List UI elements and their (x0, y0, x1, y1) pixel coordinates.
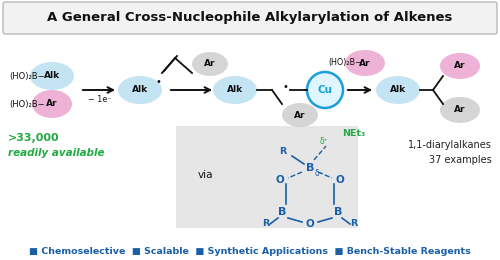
Text: O: O (276, 175, 284, 185)
Text: B: B (306, 163, 314, 173)
Ellipse shape (192, 52, 228, 76)
Ellipse shape (376, 76, 420, 104)
Ellipse shape (440, 53, 480, 79)
Text: (HO)₂B−: (HO)₂B− (328, 58, 362, 68)
Ellipse shape (345, 50, 385, 76)
Text: >33,000: >33,000 (8, 133, 60, 143)
Ellipse shape (213, 76, 257, 104)
Text: Alk: Alk (390, 86, 406, 94)
Text: Ar: Ar (454, 106, 466, 114)
Ellipse shape (282, 103, 318, 127)
Text: O: O (336, 175, 344, 185)
Circle shape (307, 72, 343, 108)
Text: via: via (198, 170, 214, 180)
Text: R: R (279, 147, 286, 157)
Text: •: • (282, 82, 288, 92)
Text: (HO)₂B−: (HO)₂B− (9, 72, 44, 81)
Text: •: • (155, 77, 161, 87)
Text: Cu: Cu (318, 85, 332, 95)
Text: R: R (262, 219, 270, 229)
Text: O: O (306, 219, 314, 229)
Text: Ar: Ar (454, 62, 466, 70)
Text: A General Cross-Nucleophile Alkylarylation of Alkenes: A General Cross-Nucleophile Alkylarylati… (48, 11, 452, 24)
Text: ■ Chemoselective  ■ Scalable  ■ Synthetic Applications  ■ Bench-Stable Reagents: ■ Chemoselective ■ Scalable ■ Synthetic … (29, 248, 471, 257)
Ellipse shape (32, 90, 72, 118)
Text: Alk: Alk (132, 86, 148, 94)
Ellipse shape (118, 76, 162, 104)
Ellipse shape (30, 62, 74, 90)
Text: 37 examples: 37 examples (429, 155, 492, 165)
Text: B: B (334, 207, 342, 217)
Text: Ar: Ar (359, 58, 371, 68)
Text: − 1e⁻: − 1e⁻ (88, 95, 112, 105)
Text: δ⁺: δ⁺ (320, 138, 328, 146)
Text: readily available: readily available (8, 148, 104, 158)
Text: 1,1-diarylalkanes: 1,1-diarylalkanes (408, 140, 492, 150)
Text: (HO)₂B−: (HO)₂B− (9, 100, 44, 108)
Text: Alk: Alk (227, 86, 243, 94)
Text: R: R (350, 219, 358, 229)
Text: Ar: Ar (46, 100, 58, 108)
Text: Ar: Ar (204, 60, 216, 68)
Text: Alk: Alk (44, 72, 60, 81)
Ellipse shape (440, 97, 480, 123)
FancyBboxPatch shape (176, 126, 358, 228)
Text: NEt₃: NEt₃ (342, 129, 365, 139)
Text: δ⁻: δ⁻ (314, 170, 324, 179)
FancyBboxPatch shape (3, 2, 497, 34)
Text: Ar: Ar (294, 110, 306, 120)
Text: B: B (278, 207, 286, 217)
